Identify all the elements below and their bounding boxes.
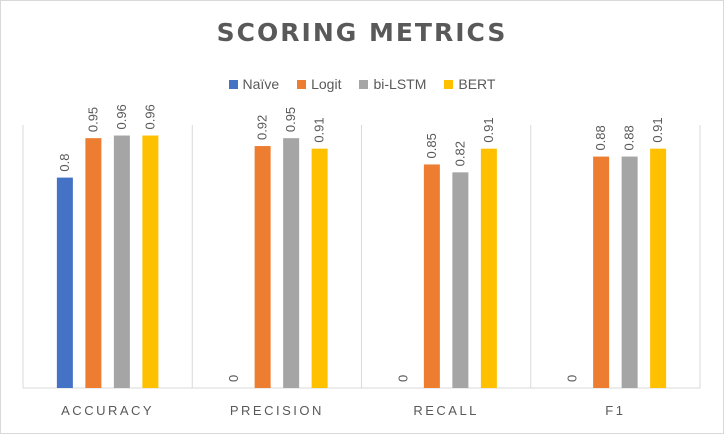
category-label: F1 — [605, 403, 625, 418]
data-label: 0.8 — [57, 154, 72, 172]
bar-bert-recall — [480, 148, 497, 388]
bar-logit-recall — [423, 164, 440, 388]
legend-label: Naïve — [242, 76, 280, 92]
category-label: RECALL — [413, 403, 479, 418]
legend-swatch — [359, 79, 369, 89]
category-label: PRECISION — [230, 403, 324, 418]
data-label: 0 — [565, 375, 580, 382]
data-label: 0.95 — [283, 107, 298, 132]
data-label: 0.96 — [142, 104, 157, 129]
bar-bert-accuracy — [142, 135, 159, 388]
bar-bi-lstm-recall — [452, 172, 469, 388]
legend-swatch — [297, 79, 307, 89]
data-label: 0.91 — [650, 117, 665, 142]
legend-label: BERT — [458, 76, 496, 92]
data-label: 0.92 — [255, 115, 270, 140]
chart-title: SCORING METRICS — [216, 18, 508, 47]
data-label: 0.85 — [424, 133, 439, 158]
legend-item-0: Naïve — [228, 76, 280, 92]
legend: Naïve Logit bi-LSTM BERT — [0, 76, 724, 92]
bar-na-ve-accuracy — [56, 177, 73, 388]
data-label: 0.91 — [312, 117, 327, 142]
data-label: 0 — [226, 375, 241, 382]
bar-bi-lstm-precision — [283, 138, 300, 388]
bar-bert-precision — [311, 148, 328, 388]
category-label: ACCURACY — [61, 403, 154, 418]
data-label: 0.82 — [452, 141, 467, 166]
legend-swatch — [228, 79, 238, 89]
data-label: 0.88 — [622, 125, 637, 150]
legend-label: Logit — [311, 76, 342, 92]
data-label: 0.96 — [114, 104, 129, 129]
bar-bi-lstm-accuracy — [113, 135, 130, 388]
legend-item-2: bi-LSTM — [359, 76, 426, 92]
legend-item-1: Logit — [297, 76, 341, 92]
bar-logit-precision — [254, 146, 271, 388]
data-label: 0.88 — [593, 125, 608, 150]
bar-bi-lstm-f1 — [621, 156, 638, 388]
bar-logit-accuracy — [85, 138, 102, 388]
data-label: 0 — [395, 375, 410, 382]
legend-swatch — [444, 79, 454, 89]
data-label: 0.95 — [85, 107, 100, 132]
bar-logit-f1 — [593, 156, 610, 388]
data-label: 0.91 — [481, 117, 496, 142]
bar-bert-f1 — [650, 148, 667, 388]
legend-label: bi-LSTM — [373, 76, 427, 92]
legend-item-3: BERT — [444, 76, 495, 92]
